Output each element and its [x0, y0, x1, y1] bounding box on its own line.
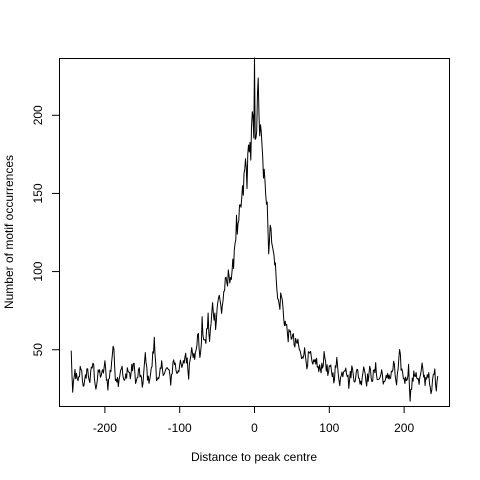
y-tick-label: 200: [31, 105, 45, 125]
y-tick-label: 100: [31, 261, 45, 281]
y-axis: 50 100 150 200: [31, 105, 60, 356]
x-tick-label: 100: [319, 421, 339, 435]
y-axis-title: Number of motif occurrences: [2, 155, 16, 309]
x-tick-label: 200: [394, 421, 414, 435]
motif-count-line: [70, 57, 439, 402]
x-axis-title: Distance to peak centre: [191, 450, 317, 464]
y-tick-label: 150: [31, 183, 45, 203]
x-tick-label: -100: [168, 421, 192, 435]
x-tick-label: 0: [251, 421, 258, 435]
x-tick-label: -200: [93, 421, 117, 435]
y-tick-label: 50: [31, 343, 45, 357]
x-axis: -200 -100 0 100 200: [93, 406, 414, 435]
